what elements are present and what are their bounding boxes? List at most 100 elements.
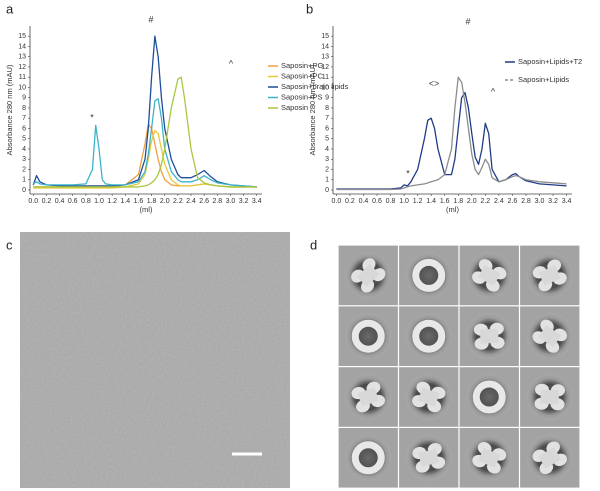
core [357,387,380,407]
class-density [412,381,446,413]
x-tick-label: 3.2 [548,198,558,205]
legend-label: Saposin [281,103,308,112]
micrograph-texture [20,232,290,488]
x-tick-label: 0.8 [386,198,396,205]
y-tick-label: 3 [325,156,329,163]
y-tick-label: 13 [18,54,26,61]
y-tick-label: 2 [22,166,26,173]
x-tick-label: 0.6 [372,198,382,205]
y-tick-label: 15 [18,33,26,40]
x-tick-label: 0.8 [81,198,91,205]
y-tick-label: 14 [18,43,26,50]
series-line [336,76,567,191]
panel-label: d [310,237,317,252]
x-tick-label: 2.8 [212,198,222,205]
y-tick-label: 4 [22,146,26,153]
x-tick-label: 1.4 [120,198,130,205]
core [538,447,562,469]
y-tick-label: 0 [325,187,329,194]
y-tick-label: 1 [22,177,26,184]
panel-label: b [306,1,313,16]
y-tick-label: 6 [22,125,26,132]
y-tick-label: 0 [22,187,26,194]
annotation: <> [429,78,440,88]
annotation: * [406,168,410,178]
class-density [473,322,505,350]
y-tick-label: 8 [325,105,329,112]
y-tick-label: 7 [325,115,329,122]
class-averages [338,245,580,489]
x-tick-label: 3.0 [535,198,545,205]
core [479,328,499,344]
x-tick-label: 3.0 [226,198,236,205]
panel-label: a [6,1,14,16]
core [540,389,559,405]
class-density [532,319,568,353]
class-density [412,319,446,353]
x-tick-label: 2.4 [186,198,196,205]
y-axis-label: Absorbance 280 nm (mAU) [5,64,14,155]
x-tick-label: 1.2 [413,198,423,205]
x-tick-label: 0.4 [359,198,369,205]
x-tick-label: 1.6 [440,198,450,205]
series-line [336,91,567,190]
legend-label: Saposin+brain lipids [281,82,349,91]
x-tick-label: 2.0 [160,198,170,205]
core [538,265,561,286]
annotation: ^ [491,86,496,96]
legend-label: Saposin+PC [281,71,323,80]
core [418,387,440,407]
y-tick-label: 5 [22,136,26,143]
x-tick-label: 1.4 [426,198,436,205]
class-density [412,258,446,292]
y-tick-label: 4 [325,146,329,153]
y-tick-label: 8 [22,105,26,112]
y-tick-label: 1 [325,177,329,184]
core [478,447,501,468]
series-line [33,129,257,189]
x-tick-label: 3.4 [562,198,572,205]
y-tick-label: 9 [325,95,329,102]
x-tick-label: 3.2 [239,198,249,205]
x-tick-label: 0.6 [68,198,78,205]
y-tick-label: 10 [321,84,329,91]
x-tick-label: 0.2 [42,198,52,205]
class-density [351,258,386,293]
x-tick-label: 0.0 [332,198,342,205]
y-axis-label: Absorbance 280 nm (mAU) [308,64,317,155]
x-tick-label: 1.0 [94,198,104,205]
y-tick-label: 11 [19,74,26,81]
x-tick-label: 2.2 [173,198,183,205]
y-tick-label: 12 [18,64,26,71]
core [418,448,440,467]
class-density [351,441,385,475]
y-tick-label: 11 [322,74,329,81]
x-tick-label: 3.4 [252,198,262,205]
x-tick-label: 0.4 [55,198,65,205]
x-tick-label: 1.8 [147,198,157,205]
x-tick-label: 2.6 [508,198,518,205]
class-density [351,381,385,413]
class-density [351,319,385,353]
y-tick-label: 10 [18,84,26,91]
x-tick-label: 1.6 [134,198,144,205]
core [538,325,562,348]
x-axis-label: (ml) [446,205,459,214]
legend-label: Saposin+PG [281,61,323,70]
y-tick-label: 3 [22,156,26,163]
panel-label: c [6,237,13,252]
legend-label: Saposin+Lipids+T2 [518,57,582,66]
y-tick-label: 12 [321,64,329,71]
y-tick-label: 14 [321,43,329,50]
annotation: # [148,14,153,24]
x-tick-label: 1.0 [399,198,409,205]
annotation: ^ [229,58,234,68]
y-tick-label: 6 [325,125,329,132]
core [477,264,501,286]
legend-label: Saposin+Lipids [518,75,569,84]
class-density [472,380,506,414]
x-tick-label: 0.2 [345,198,355,205]
class-density [534,383,565,411]
series-line [32,35,257,188]
